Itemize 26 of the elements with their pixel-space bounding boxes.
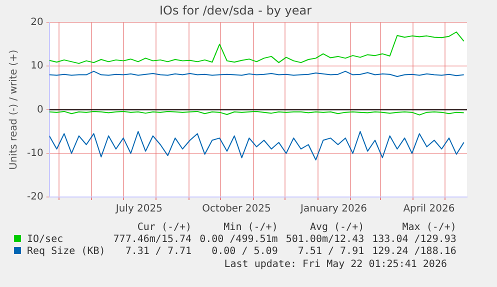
legend-label: IO/sec [26, 234, 64, 246]
text: Last update: Fri May 22 01:25:41 2026 [224, 259, 447, 270]
chart-title: IOs for /dev/sda - by year [159, 3, 312, 18]
text: 7.31 / 7.71 [124, 246, 193, 258]
y-tick-label: -20 [26, 192, 44, 203]
text: 0.00 /499.51m [198, 234, 279, 246]
y-axis-title: Units read (-) / write (+) [8, 50, 20, 170]
y-tick-label: 10 [30, 60, 44, 72]
text: Min (-/+) [222, 222, 279, 234]
y-tick-label: -10 [26, 148, 44, 159]
legend-label: Req Size (KB) [26, 246, 106, 258]
text: 129.24 /188.16 [371, 246, 458, 258]
text: Max (-/+) [401, 222, 458, 234]
text: 501.00m/12.43 [284, 234, 366, 246]
text: 777.46m/15.74 [112, 234, 193, 246]
text: Avg (-/+) [308, 222, 366, 234]
x-tick-label: October 2025 [202, 204, 271, 215]
y-tick-label: 20 [30, 16, 44, 28]
x-tick-label: January 2026 [299, 204, 368, 215]
y-tick-label: 0 [36, 104, 44, 116]
text: Cur (-/+) [136, 222, 193, 234]
x-tick-label: April 2026 [403, 204, 455, 215]
x-tick-label: July 2025 [114, 204, 163, 215]
text: 7.51 / 7.91 [296, 246, 366, 258]
text: 0.00 / 5.09 [210, 246, 279, 258]
text: 133.04 /129.93 [371, 234, 458, 246]
